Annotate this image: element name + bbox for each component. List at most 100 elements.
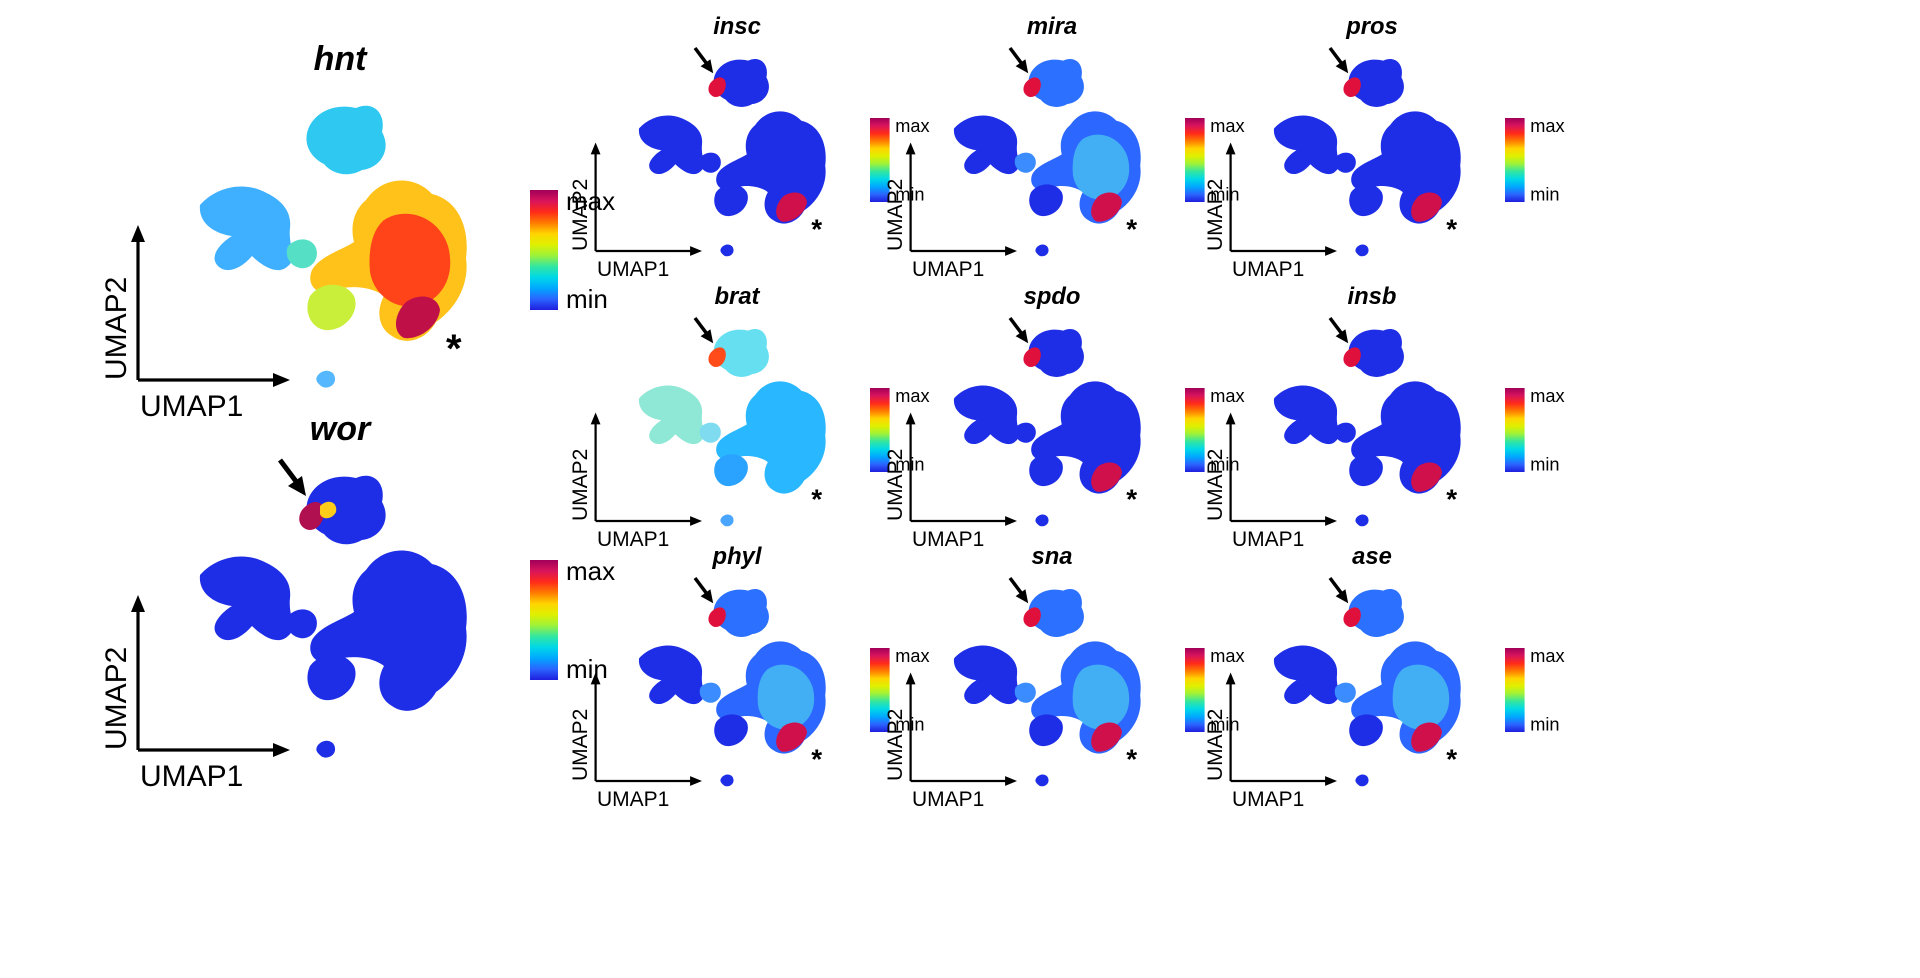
cell-cluster-top xyxy=(1028,58,1084,107)
arrow-expression-region xyxy=(708,347,726,368)
color-bar-max-label: max xyxy=(895,116,929,136)
scatter-points xyxy=(638,588,826,787)
x-axis-label: UMAP1 xyxy=(597,258,669,281)
color-bar-min-label: min xyxy=(1210,715,1239,735)
color-bar: max min xyxy=(1185,116,1245,205)
cell-cluster-dot xyxy=(316,370,336,388)
arrow-expression-region xyxy=(708,607,726,628)
scatter-points xyxy=(638,58,826,257)
color-bar-max-label: max xyxy=(566,186,615,216)
cell-cluster-dot xyxy=(316,740,336,758)
cell-cluster-left xyxy=(638,115,704,175)
panel-title: ase xyxy=(1352,543,1392,570)
cell-cluster-blob xyxy=(714,184,748,217)
umap-panel-phyl: phylUMAP2UMAP1maxmin* xyxy=(569,543,929,811)
axes xyxy=(1225,412,1337,526)
asterisk-marker: * xyxy=(446,327,462,371)
asterisk-marker: * xyxy=(811,213,822,244)
color-bar-gradient xyxy=(870,388,890,472)
cell-cluster-top xyxy=(1348,58,1404,107)
arrow-icon xyxy=(278,458,306,496)
arrow-expression-region xyxy=(1023,607,1041,628)
color-bar-min-label: min xyxy=(566,284,608,314)
cell-cluster-top xyxy=(1348,328,1404,377)
y-axis-label: UMAP2 xyxy=(1204,179,1227,251)
color-bar-gradient xyxy=(1185,118,1205,202)
panel-title: brat xyxy=(715,283,761,310)
arrow-icon xyxy=(1008,316,1029,344)
asterisk-marker: * xyxy=(1446,743,1457,774)
color-bar-max-label: max xyxy=(566,556,615,586)
color-bar-gradient xyxy=(1185,648,1205,732)
asterisk-marker: * xyxy=(1446,213,1457,244)
axes xyxy=(1225,142,1337,256)
cell-cluster-dot xyxy=(720,244,734,257)
cell-cluster-big xyxy=(716,381,826,494)
axes xyxy=(1225,672,1337,786)
x-axis-label: UMAP1 xyxy=(597,788,669,811)
panel-title: phyl xyxy=(712,543,763,570)
mid-expression-region xyxy=(1392,664,1450,730)
umap-panel-brat: bratUMAP2UMAP1maxmin* xyxy=(569,283,929,551)
cell-cluster-dot xyxy=(720,514,734,527)
scatter-points xyxy=(1273,588,1461,787)
cell-cluster-mid xyxy=(1334,682,1356,703)
x-axis-label: UMAP1 xyxy=(1232,788,1304,811)
panel-title: pros xyxy=(1345,13,1398,40)
cell-cluster-mid xyxy=(1334,422,1356,443)
cell-cluster-mid xyxy=(1334,152,1356,173)
color-bar-min-label: min xyxy=(1530,715,1559,735)
scatter-points xyxy=(638,328,826,527)
cell-cluster-blob xyxy=(307,284,356,331)
scatter-points xyxy=(953,328,1141,527)
cell-cluster-mid xyxy=(286,239,317,269)
cell-cluster-left xyxy=(953,115,1019,175)
y-axis-label: UMAP2 xyxy=(569,709,592,781)
arrow-icon xyxy=(1328,46,1349,74)
cell-cluster-dot xyxy=(1035,514,1049,527)
max-expression-region xyxy=(395,296,440,339)
y-axis-label: UMAP2 xyxy=(1204,709,1227,781)
mid-expression-region xyxy=(757,664,815,730)
asterisk-marker: * xyxy=(1126,483,1137,514)
cell-cluster-left xyxy=(1273,645,1339,705)
cell-cluster-dot xyxy=(1035,774,1049,787)
axes xyxy=(905,672,1017,786)
cell-cluster-mid xyxy=(1014,422,1036,443)
cell-cluster-top xyxy=(713,58,769,107)
color-bar-max-label: max xyxy=(1530,646,1564,666)
cell-cluster-mid xyxy=(286,609,317,639)
mid-expression-region xyxy=(1072,134,1130,200)
arrow-icon xyxy=(693,576,714,604)
cell-cluster-dot xyxy=(1355,774,1369,787)
color-bar: max min xyxy=(1505,646,1565,735)
cell-cluster-top xyxy=(713,588,769,637)
cell-cluster-left xyxy=(953,385,1019,445)
cell-cluster-blob xyxy=(1349,454,1383,487)
panel-title: sna xyxy=(1031,543,1072,570)
asterisk-expression-region xyxy=(776,722,807,752)
x-axis-label: UMAP1 xyxy=(912,528,984,551)
color-bar-min-label: min xyxy=(1210,185,1239,205)
arrow-expression-region xyxy=(708,77,726,98)
asterisk-marker: * xyxy=(1126,743,1137,774)
scatter-points xyxy=(199,475,467,758)
scatter-points xyxy=(1273,58,1461,257)
cell-cluster-left xyxy=(1273,115,1339,175)
color-bar-gradient xyxy=(1505,388,1525,472)
asterisk-expression-region xyxy=(1411,462,1442,492)
cell-cluster-blob xyxy=(1029,454,1063,487)
cell-cluster-big xyxy=(310,550,467,711)
umap-panel-insc: inscUMAP2UMAP1maxmin* xyxy=(569,13,929,281)
arrow-icon xyxy=(693,46,714,74)
mid-expression-region xyxy=(320,501,337,519)
asterisk-expression-region xyxy=(1411,722,1442,752)
cell-cluster-mid xyxy=(699,422,721,443)
cell-cluster-mid xyxy=(699,152,721,173)
